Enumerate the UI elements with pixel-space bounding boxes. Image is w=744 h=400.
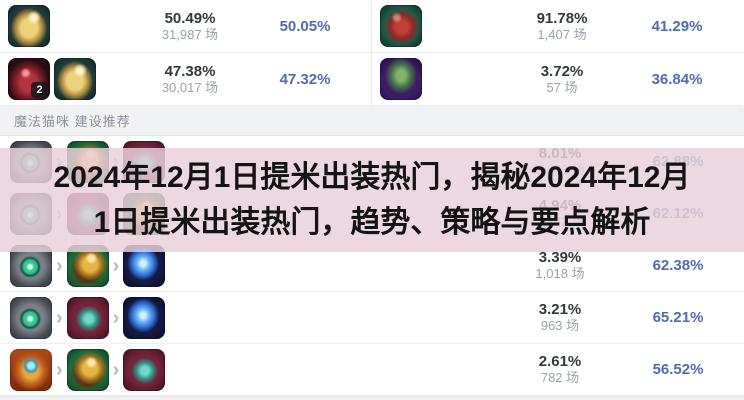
red-boots-icon[interactable] xyxy=(380,5,422,47)
pick-rate-cell: 50.49% 31,987 场 xyxy=(125,0,255,52)
chevron-right-icon xyxy=(113,256,120,276)
stat-row: 50.49% 31,987 场 50.05% xyxy=(0,0,371,53)
void-grub-icon[interactable] xyxy=(123,348,166,391)
games-count: 963 场 xyxy=(540,318,580,333)
pick-rate-cell: 3.39% 1,018 场 xyxy=(495,240,625,291)
pick-rate: 47.38% xyxy=(164,62,216,80)
green-boots-icon[interactable] xyxy=(380,58,422,100)
orange-compass-icon[interactable] xyxy=(10,348,52,391)
top-stats-section: 50.49% 31,987 场 50.05% 2 47.38% 30,017 场… xyxy=(0,0,744,106)
item-icons xyxy=(8,5,50,47)
pick-rate: 91.78% xyxy=(536,9,588,27)
win-rate: 41.29% xyxy=(651,17,703,35)
games-count: 1,407 场 xyxy=(537,26,587,42)
section-header-band: 魔法猫咪 建设推荐 xyxy=(0,106,744,136)
win-rate: 47.32% xyxy=(279,70,331,88)
stat-row: 2 47.38% 30,017 场 47.32% xyxy=(0,53,371,106)
void-grub-icon[interactable] xyxy=(66,296,109,339)
health-potion-icon[interactable]: 2 xyxy=(8,58,50,100)
overlay-title-line2: 1日提米出装热门，趋势、策略与要点解析 xyxy=(93,206,651,239)
boots-card: 91.78% 1,407 场 41.29% 3.72% 57 场 36.84% xyxy=(372,0,743,106)
pick-rate-cell: 2.61% 782 场 xyxy=(495,344,625,395)
title-overlay-banner: 2024年12月1日提米出装热门，揭秘2024年12月 1日提米出装热门，趋势、… xyxy=(0,148,744,252)
item-icons xyxy=(380,5,422,47)
build-path-icons xyxy=(10,296,166,339)
gold-item-icon[interactable] xyxy=(8,5,50,47)
pick-rate: 3.39% xyxy=(538,249,582,266)
section-header: 魔法猫咪 建设推荐 xyxy=(14,114,131,129)
win-rate: 50.05% xyxy=(279,17,331,35)
item-icons: 2 xyxy=(8,58,96,100)
games-count: 57 场 xyxy=(546,79,578,95)
pick-rate-cell: 91.78% 1,407 场 xyxy=(497,0,627,52)
win-rate: 62.38% xyxy=(652,257,704,274)
stat-row: 91.78% 1,407 场 41.29% xyxy=(372,0,743,53)
eye-trinket-icon[interactable] xyxy=(10,296,52,339)
build-path-icons xyxy=(10,348,166,391)
games-count: 1,018 场 xyxy=(535,266,585,281)
item-count-badge: 2 xyxy=(31,82,48,98)
games-count: 30,017 场 xyxy=(161,79,219,95)
chevron-right-icon xyxy=(56,256,63,276)
chevron-right-icon xyxy=(113,360,120,380)
win-rate: 65.21% xyxy=(652,309,704,326)
gold-bell-icon[interactable] xyxy=(66,348,109,391)
games-count: 31,987 场 xyxy=(161,26,219,42)
gold-item-icon[interactable] xyxy=(54,58,96,100)
win-rate: 56.52% xyxy=(652,361,704,378)
pick-rate-cell: 47.38% 30,017 场 xyxy=(125,53,255,105)
pick-rate: 3.72% xyxy=(540,62,584,80)
pick-rate: 2.61% xyxy=(538,353,582,370)
build-row: 2.61% 782 场 56.52% xyxy=(0,344,744,396)
bottom-strip xyxy=(0,396,744,400)
win-rate: 36.84% xyxy=(651,70,703,88)
starting-items-card: 50.49% 31,987 场 50.05% 2 47.38% 30,017 场… xyxy=(0,0,372,106)
chevron-right-icon xyxy=(56,360,63,380)
pick-rate: 3.21% xyxy=(538,301,582,318)
chevron-right-icon xyxy=(113,308,120,328)
stat-row: 3.72% 57 场 36.84% xyxy=(372,53,743,106)
pick-rate-cell: 3.21% 963 场 xyxy=(495,292,625,343)
overlay-title-line1: 2024年12月1日提米出装热门，揭秘2024年12月 xyxy=(53,161,691,194)
blue-dragon-icon[interactable] xyxy=(123,296,166,339)
item-icons xyxy=(380,58,422,100)
games-count: 782 场 xyxy=(540,370,580,385)
chevron-right-icon xyxy=(56,308,63,328)
build-row: 3.21% 963 场 65.21% xyxy=(0,292,744,344)
pick-rate-cell: 3.72% 57 场 xyxy=(497,53,627,105)
pick-rate: 50.49% xyxy=(164,9,216,27)
